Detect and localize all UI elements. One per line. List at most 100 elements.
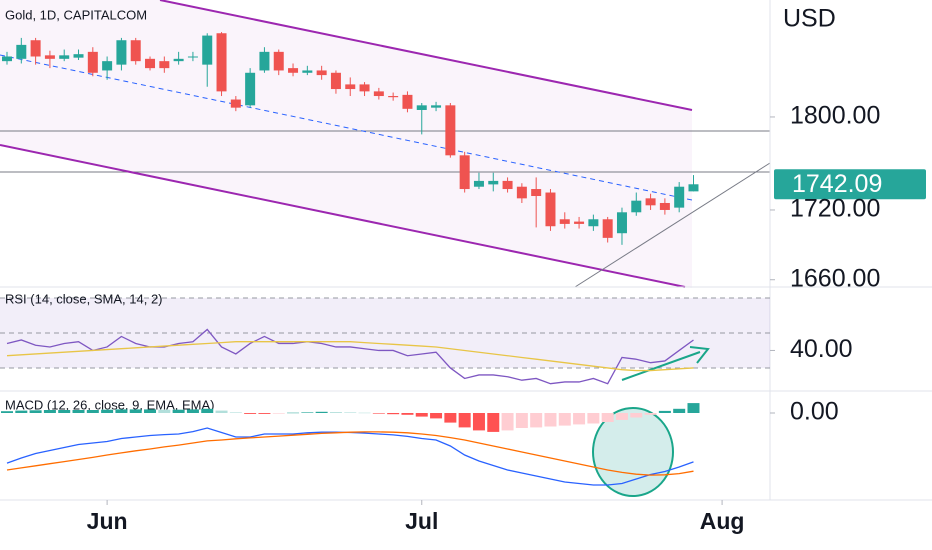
macd-histogram-bar (358, 412, 371, 414)
candle-body (588, 219, 599, 227)
last-price-badge (774, 169, 926, 200)
candle-body (216, 33, 227, 92)
macd-histogram-bar (129, 409, 142, 413)
macd-histogram-bar (172, 409, 185, 413)
candle-body (516, 186, 527, 199)
macd-histogram-bar (558, 413, 571, 426)
channel-top (159, 0, 693, 111)
macd-histogram-bar (1, 411, 14, 413)
candle-body (2, 56, 13, 62)
candle-body (173, 58, 184, 62)
y-tick-label: 1720.00 (790, 195, 880, 223)
candle-body (459, 155, 470, 190)
macd-histogram-bar (501, 413, 514, 431)
arrow-shaft (621, 351, 701, 381)
macd-histogram-bar (15, 410, 28, 413)
trend-line (574, 162, 771, 288)
candle-body (73, 54, 84, 58)
candle-body (531, 189, 542, 197)
x-tick-label: Jun (87, 508, 128, 534)
indicator-line (6, 341, 694, 372)
candle-body (674, 186, 685, 208)
y-tick-label: 1800.00 (790, 102, 880, 130)
indicator-line (6, 431, 694, 476)
macd-histogram-bar (229, 412, 242, 413)
macd-histogram-bar (372, 413, 385, 414)
rsi-band (0, 297, 770, 368)
macd-histogram-bar (158, 409, 171, 413)
macd-histogram-bar (244, 413, 257, 414)
indicator-line (6, 427, 694, 486)
candle-body (373, 91, 384, 97)
arrow-head (689, 346, 710, 364)
last-price-label: 1742.09 (792, 170, 882, 198)
candle-body (102, 61, 113, 71)
macd-title: MACD (12, 26, close, 9, EMA, EMA) (5, 397, 215, 412)
indicator-line (6, 328, 694, 385)
candle-body (488, 180, 499, 185)
candle-body (59, 55, 70, 59)
x-tick-label: Aug (700, 508, 745, 534)
candle-body (545, 192, 556, 227)
candle-body (645, 198, 656, 206)
macd-histogram-bar (487, 413, 500, 432)
candle-body (87, 51, 98, 73)
candle-body (502, 180, 513, 190)
candle-body (245, 72, 256, 106)
candle-body (302, 70, 313, 73)
candle-body (345, 84, 356, 90)
macd-histogram-bar (72, 410, 85, 413)
candle-body (273, 51, 284, 71)
macd-histogram-bar (444, 413, 457, 423)
candle-body (16, 44, 27, 59)
macd-histogram-bar (587, 413, 600, 424)
macd-histogram-bar (115, 409, 128, 413)
macd-histogram-bar (430, 413, 443, 419)
candle-body (159, 61, 170, 69)
x-tick-label: Jul (405, 508, 438, 534)
macd-histogram-bar (86, 410, 99, 413)
macd-histogram-bar (573, 413, 586, 425)
rsi-background (0, 297, 770, 369)
candle-body (402, 94, 413, 109)
macd-histogram-bar (458, 413, 471, 428)
candle-body (130, 40, 141, 62)
candle-body (631, 200, 642, 213)
macd-histogram-bar (401, 413, 414, 415)
candle-body (44, 55, 55, 59)
macd-histogram-bar (101, 409, 114, 413)
macd-histogram-bar (29, 410, 42, 413)
macd-histogram-bar (201, 408, 214, 413)
macd-histogram-bar (272, 413, 285, 414)
y-tick-label: 40.00 (790, 335, 853, 363)
macd-histogram-bar (258, 413, 271, 414)
candle-body (330, 72, 341, 90)
candle-body (288, 68, 299, 73)
channel-fill (0, 0, 692, 288)
macd-histogram-bar (530, 413, 543, 428)
macd-histogram-bar (472, 413, 485, 431)
symbol-title: Gold, 1D, CAPITALCOM (5, 7, 147, 22)
macd-histogram-bar (673, 408, 686, 413)
macd-histogram-bar (515, 413, 528, 428)
candle-body (445, 105, 456, 156)
macd-histogram-bar (601, 413, 614, 422)
candle-body (30, 40, 41, 57)
macd-histogram-bar (658, 410, 671, 413)
currency: USD (783, 5, 836, 33)
candle-body (473, 180, 484, 187)
candle-body (602, 219, 613, 238)
macd-histogram-bar (58, 410, 71, 413)
candle-body (431, 105, 442, 108)
macd-histogram-bar (615, 413, 628, 420)
macd-histogram-bar (329, 412, 342, 413)
channel-bottom (0, 144, 686, 288)
candle-body (688, 184, 699, 192)
macd-histogram-bar (315, 411, 328, 413)
y-tick-label: 0.00 (790, 398, 839, 426)
macd-histogram-bar (144, 409, 157, 413)
candle-body (388, 96, 399, 98)
channel-median (0, 54, 693, 201)
macd-histogram-bar (630, 413, 643, 418)
